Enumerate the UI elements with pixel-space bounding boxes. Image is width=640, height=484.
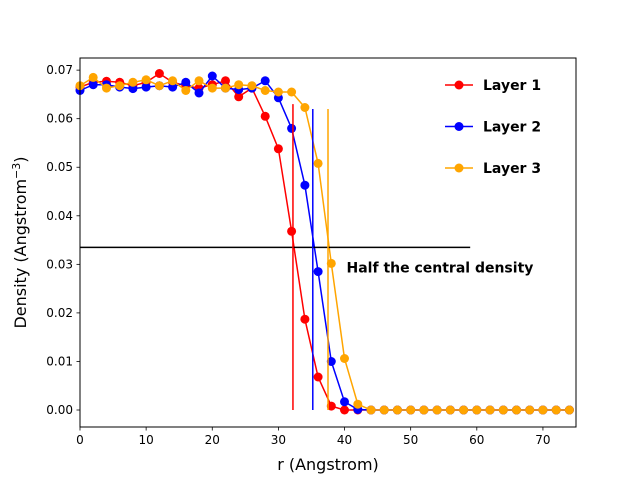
plot-frame	[79, 57, 577, 428]
data-point-layer-3	[115, 81, 125, 91]
legend-marker-layer-2	[454, 122, 464, 131]
data-point-layer-2	[194, 88, 204, 98]
x-axis-ticks: 0 10 20 30 40 50 60 70	[76, 427, 551, 447]
data-point-layer-2	[300, 180, 310, 190]
data-point-layer-1	[154, 69, 164, 78]
data-point-layer-2	[128, 84, 138, 94]
overlay-layer	[80, 104, 471, 411]
data-point-layer-3	[445, 405, 455, 415]
data-point-layer-3	[406, 405, 416, 415]
data-point-layer-3	[472, 405, 482, 415]
y-tick-label: 0.04	[46, 209, 73, 223]
data-point-layer-3	[459, 405, 469, 415]
series-layer	[75, 69, 574, 415]
half-density-annotation: Half the central density	[347, 261, 534, 277]
data-point-layer-2	[340, 397, 349, 407]
x-tick-label: 40	[337, 433, 352, 447]
y-axis-title-exponent: −3	[10, 163, 23, 179]
y-tick-label: 0.02	[46, 306, 73, 320]
y-tick-label: 0.03	[46, 257, 73, 271]
data-point-layer-3	[353, 399, 363, 409]
data-point-layer-3	[168, 76, 178, 86]
data-point-layer-3	[392, 405, 402, 415]
x-tick-label: 60	[469, 433, 484, 447]
data-point-layer-3	[340, 354, 349, 363]
legend-label-layer-3: Layer 3	[483, 161, 541, 177]
x-tick-label: 30	[271, 433, 286, 447]
y-axis-title: Density (Angstrom−3)	[10, 156, 31, 328]
y-tick-label: 0.01	[46, 354, 73, 368]
data-point-layer-3	[194, 76, 204, 86]
data-point-layer-1	[340, 405, 349, 415]
data-point-layer-3	[485, 405, 495, 415]
data-point-layer-3	[300, 103, 310, 112]
x-tick-label: 50	[403, 433, 418, 447]
data-point-layer-2	[141, 82, 151, 92]
data-point-layer-2	[260, 76, 270, 86]
data-point-layer-3	[141, 75, 151, 85]
data-point-layer-1	[326, 401, 336, 411]
data-point-layer-3	[366, 405, 376, 415]
data-point-layer-3	[313, 158, 323, 168]
data-point-layer-2	[313, 267, 323, 277]
data-point-layer-2	[207, 71, 217, 81]
y-tick-label: 0.05	[46, 160, 73, 174]
x-axis-title: r (Angstrom)	[277, 455, 379, 474]
y-axis-title-close: )	[11, 156, 30, 162]
data-point-layer-1	[221, 76, 230, 86]
y-tick-label: 0.00	[46, 403, 73, 417]
data-point-layer-3	[512, 405, 521, 415]
x-tick-label: 0	[76, 433, 84, 447]
data-point-layer-3	[525, 405, 535, 415]
data-point-layer-3	[234, 80, 244, 90]
data-point-layer-3	[498, 405, 508, 415]
data-point-layer-3	[260, 86, 270, 95]
data-point-layer-3	[154, 81, 164, 91]
data-point-layer-3	[128, 77, 138, 87]
x-tick-label: 70	[535, 433, 550, 447]
data-point-layer-3	[326, 258, 336, 268]
data-point-layer-3	[287, 87, 297, 97]
data-point-layer-2	[88, 80, 98, 90]
data-point-layer-3	[564, 405, 574, 415]
x-tick-label: 10	[138, 433, 153, 447]
data-point-layer-3	[273, 87, 283, 97]
legend-label-layer-2: Layer 2	[483, 120, 541, 136]
data-point-layer-3	[551, 405, 561, 415]
data-point-layer-2	[287, 123, 297, 133]
data-point-layer-3	[221, 83, 230, 93]
data-point-layer-1	[313, 372, 323, 382]
data-point-layer-3	[538, 405, 548, 415]
data-point-layer-1	[273, 144, 283, 154]
legend-label-layer-1: Layer 1	[483, 78, 541, 94]
y-tick-label: 0.07	[46, 63, 73, 77]
x-tick-label: 20	[205, 433, 220, 447]
data-point-layer-3	[102, 83, 111, 93]
legend-marker-layer-3	[454, 163, 464, 173]
data-point-layer-3	[379, 405, 389, 415]
data-point-layer-2	[326, 357, 336, 366]
data-point-layer-1	[260, 111, 270, 121]
data-point-layer-1	[300, 314, 310, 324]
legend-marker-layer-1	[454, 80, 464, 90]
data-point-layer-3	[247, 81, 257, 91]
data-point-layer-2	[181, 77, 191, 87]
y-axis-ticks: 0.00 0.01 0.02 0.03 0.04 0.05 0.06 0.07	[46, 63, 80, 417]
legend: Layer 1 Layer 2 Layer 3	[445, 78, 541, 177]
data-point-layer-1	[234, 92, 244, 102]
y-axis-title-main: Density (Angstrom	[11, 179, 30, 329]
y-tick-label: 0.06	[46, 112, 73, 126]
data-point-layer-3	[88, 72, 98, 82]
data-point-layer-1	[287, 226, 297, 236]
data-point-layer-2	[168, 82, 178, 92]
data-point-layer-3	[207, 83, 217, 93]
data-point-layer-3	[181, 86, 191, 95]
data-point-layer-3	[419, 405, 429, 415]
data-point-layer-3	[432, 405, 442, 415]
